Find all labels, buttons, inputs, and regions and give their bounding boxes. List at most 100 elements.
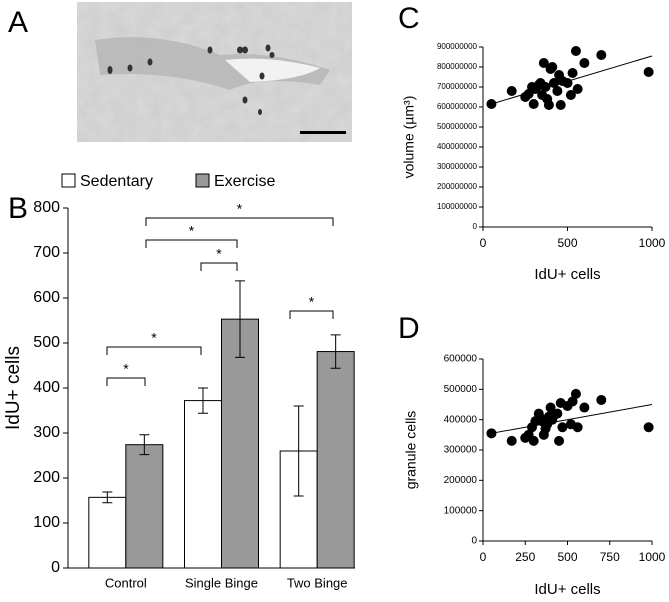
panel-label: C <box>398 2 420 35</box>
x-tick-label: 0 <box>480 550 487 564</box>
y-tick-label: 800000000 <box>437 62 478 71</box>
point <box>545 402 556 413</box>
x-tick-label: 250 <box>515 550 535 564</box>
legend-swatch <box>195 173 210 188</box>
point <box>548 78 559 88</box>
point <box>570 388 581 399</box>
point <box>555 100 566 110</box>
point <box>596 50 607 60</box>
bar <box>88 496 127 569</box>
error-bar <box>102 491 113 504</box>
point <box>538 58 549 68</box>
x-axis-label: IdU+ cells <box>534 581 600 598</box>
point <box>506 86 517 96</box>
point <box>643 422 654 433</box>
x-axis-label: IdU+ cells <box>534 266 600 283</box>
y-tick-label: 400000000 <box>437 142 478 151</box>
y-tick-label: 100000000 <box>437 202 478 211</box>
point <box>543 100 554 110</box>
y-tick-label: 500 <box>33 334 60 351</box>
y-tick-label: 500000000 <box>437 122 478 131</box>
bar <box>221 318 259 569</box>
x-tick-label: Two Binge <box>287 575 348 590</box>
significance-star: * <box>309 294 315 310</box>
point <box>572 422 583 433</box>
x-tick-label: 1000 <box>639 236 666 250</box>
y-tick-label: 0 <box>51 559 60 576</box>
panel-label: D <box>398 312 420 345</box>
significance-bracket <box>145 217 334 226</box>
point <box>552 86 563 96</box>
point <box>535 413 546 424</box>
y-tick-label: 200000000 <box>437 182 478 191</box>
x-tick-label: Single Binge <box>185 575 258 590</box>
y-axis-label: granule cells <box>403 411 419 490</box>
y-axis-label: IdU+ cells <box>3 346 24 430</box>
point <box>506 435 517 446</box>
y-tick-label: 700000000 <box>437 82 478 91</box>
panel-label: A <box>8 6 28 39</box>
y-tick-label: 500000 <box>444 384 478 395</box>
x-tick-label: Control <box>105 575 147 590</box>
y-tick-label: 600000 <box>444 354 478 365</box>
error-bar <box>139 434 150 456</box>
significance-star: * <box>216 246 222 262</box>
y-tick-label: 800 <box>33 199 60 216</box>
x-tick-label: 750 <box>600 550 620 564</box>
point <box>579 58 590 68</box>
legend-label: Exercise <box>214 173 275 190</box>
error-bar <box>198 387 208 414</box>
x-tick-label: 0 <box>480 236 487 250</box>
micrograph <box>77 2 352 142</box>
significance-bracket <box>106 346 202 355</box>
significance-bracket <box>145 239 238 248</box>
point <box>554 435 565 446</box>
y-tick-label: 400 <box>33 379 60 396</box>
y-tick-label: 600 <box>33 289 60 306</box>
point <box>572 84 583 94</box>
point <box>528 99 539 109</box>
error-bar <box>330 334 341 369</box>
point <box>562 78 573 88</box>
point <box>547 62 558 72</box>
significance-bracket <box>289 310 334 319</box>
y-tick-label: 100 <box>33 514 60 531</box>
point <box>486 428 497 439</box>
point <box>557 422 568 433</box>
y-tick-label: 0 <box>473 222 478 231</box>
legend-swatch <box>61 173 76 188</box>
error-bar <box>293 405 304 497</box>
x-tick-label: 500 <box>557 236 577 250</box>
significance-star: * <box>123 361 129 377</box>
y-tick-label: 100000 <box>444 505 478 516</box>
y-tick-label: 600000000 <box>437 102 478 111</box>
panel-label: B <box>8 192 28 225</box>
point <box>567 396 578 407</box>
bar <box>125 444 164 569</box>
y-tick-label: 300000 <box>444 445 478 456</box>
legend-label: Sedentary <box>80 173 153 190</box>
significance-star: * <box>189 223 195 239</box>
y-tick-label: 200000 <box>444 475 478 486</box>
trendline <box>491 55 653 105</box>
y-tick-label: 300 <box>33 424 60 441</box>
error-bar <box>235 280 245 358</box>
trendline <box>491 404 653 434</box>
y-tick-label: 0 <box>471 536 477 547</box>
bar <box>316 351 355 569</box>
point <box>643 67 654 77</box>
y-tick-label: 700 <box>33 244 60 261</box>
point <box>486 99 497 109</box>
y-tick-label: 400000 <box>444 414 478 425</box>
point <box>579 402 590 413</box>
point <box>535 78 546 88</box>
y-tick-label: 300000000 <box>437 162 478 171</box>
x-tick-label: 500 <box>557 550 577 564</box>
significance-bracket <box>106 377 146 386</box>
point <box>567 68 578 78</box>
bar <box>184 400 222 569</box>
point <box>547 414 558 425</box>
y-axis-label: volume (µm³) <box>401 96 417 179</box>
